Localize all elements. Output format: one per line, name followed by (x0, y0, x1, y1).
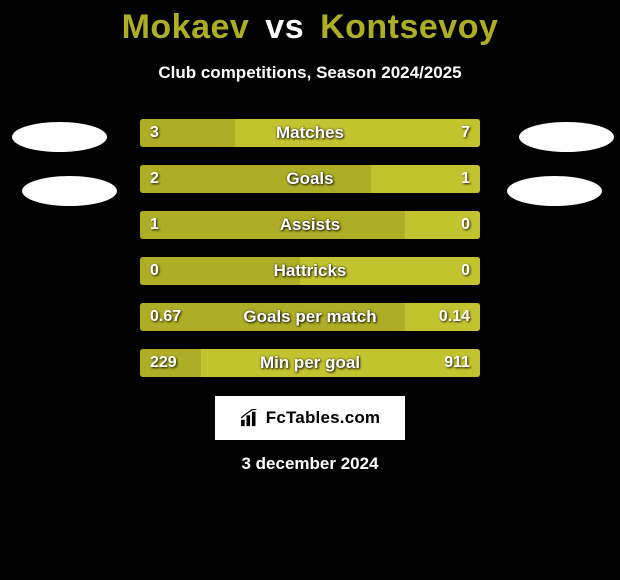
stat-bar-left (140, 349, 201, 377)
stat-row: Assists10 (0, 211, 620, 239)
page-title: Mokaev vs Kontsevoy (0, 8, 620, 47)
stat-row: Hattricks00 (0, 257, 620, 285)
stat-bar-right (235, 119, 480, 147)
player1-name: Mokaev (122, 8, 250, 46)
stat-bar-left (140, 303, 405, 331)
stat-bar-right (201, 349, 480, 377)
stat-bar (140, 257, 480, 285)
bar-chart-icon (240, 409, 262, 427)
stat-bar-left (140, 211, 405, 239)
stat-bar-right (405, 303, 480, 331)
stat-bar-right (371, 165, 480, 193)
player2-name: Kontsevoy (320, 8, 498, 46)
comparison-card: Mokaev vs Kontsevoy Club competitions, S… (0, 0, 620, 580)
stat-bar-left (140, 257, 300, 285)
stat-row: Min per goal229911 (0, 349, 620, 377)
subtitle: Club competitions, Season 2024/2025 (0, 63, 620, 83)
stats-list: Matches37 Goals21 Assists10 Hattricks00 Goal… (0, 119, 620, 377)
stat-bar (140, 119, 480, 147)
stat-row: Matches37 (0, 119, 620, 147)
logo-inner: FcTables.com (240, 408, 381, 428)
stat-bar-left (140, 119, 235, 147)
stat-bar-left (140, 165, 371, 193)
stat-row: Goals per match0.670.14 (0, 303, 620, 331)
stat-bar (140, 211, 480, 239)
stat-row: Goals21 (0, 165, 620, 193)
date-label: 3 december 2024 (0, 454, 620, 474)
stat-bar (140, 349, 480, 377)
logo-text: FcTables.com (266, 408, 381, 428)
stat-bar-right (300, 257, 480, 285)
fctables-logo: FcTables.com (215, 396, 405, 440)
vs-label: vs (265, 8, 304, 46)
stat-bar-right (405, 211, 480, 239)
stat-bar (140, 303, 480, 331)
stat-bar (140, 165, 480, 193)
